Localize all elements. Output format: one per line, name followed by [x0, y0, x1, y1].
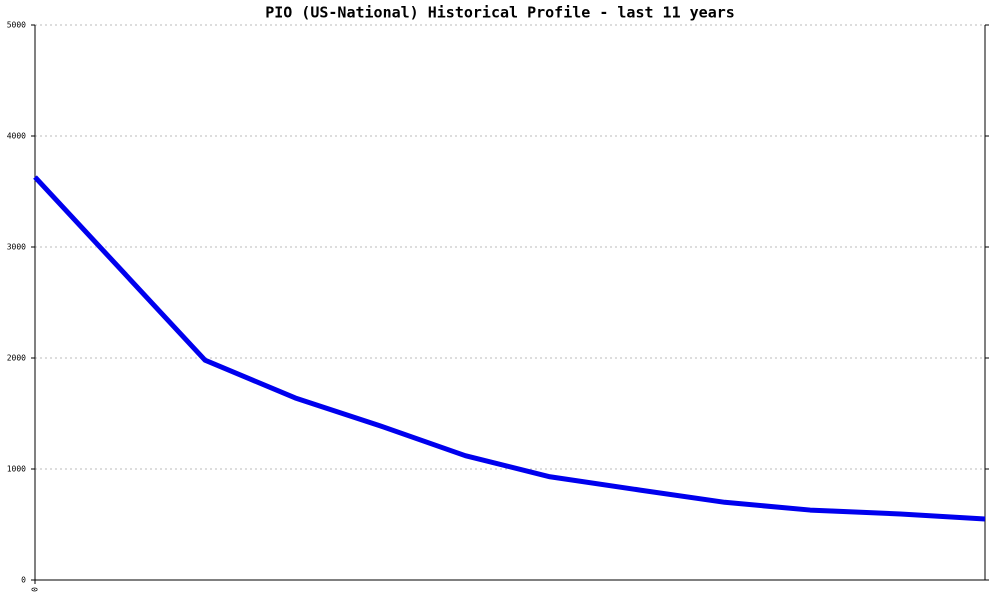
y-tick-label: 0 — [21, 576, 26, 585]
x-tick-label: 0 — [31, 587, 40, 592]
y-tick-label: 2000 — [7, 354, 26, 363]
y-tick-label: 4000 — [7, 132, 26, 141]
y-tick-label: 3000 — [7, 243, 26, 252]
y-tick-label: 1000 — [7, 465, 26, 474]
chart-title: PIO (US-National) Historical Profile - l… — [265, 4, 735, 22]
y-tick-label: 5000 — [7, 21, 26, 30]
data-line — [33, 175, 986, 522]
